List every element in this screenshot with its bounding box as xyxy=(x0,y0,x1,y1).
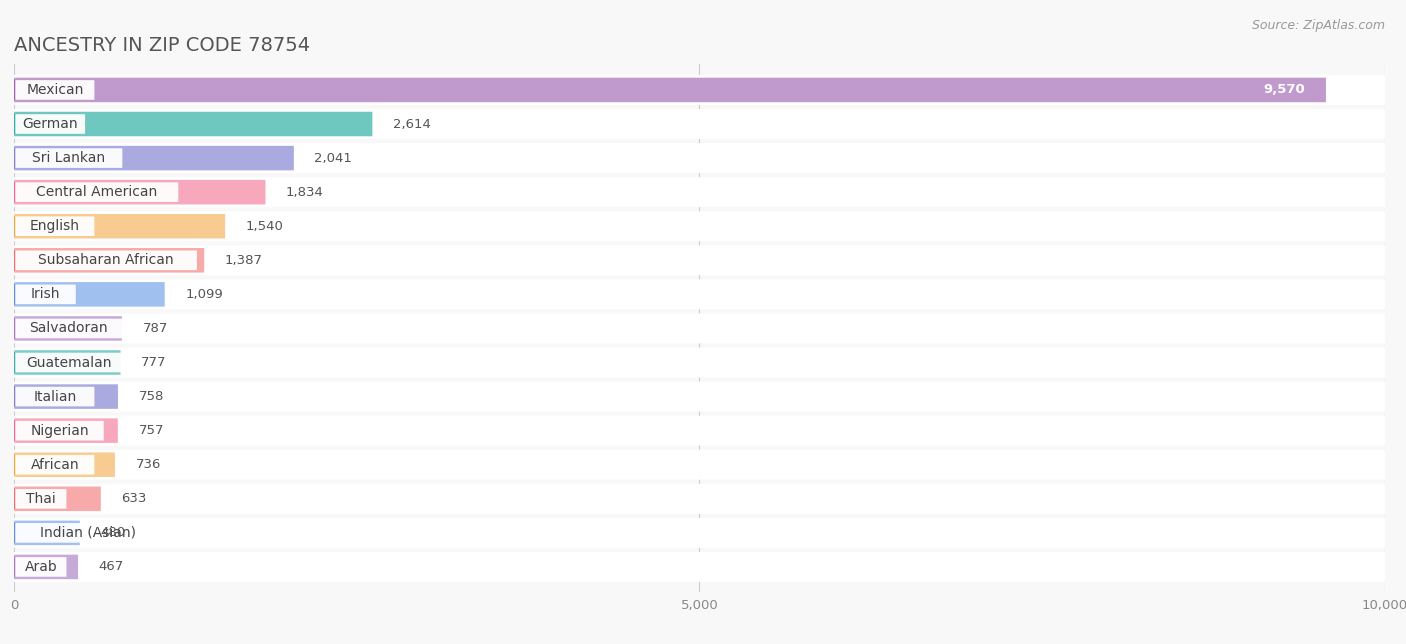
FancyBboxPatch shape xyxy=(14,143,1385,173)
Text: 480: 480 xyxy=(100,526,125,540)
FancyBboxPatch shape xyxy=(14,279,1385,309)
FancyBboxPatch shape xyxy=(14,384,118,409)
FancyBboxPatch shape xyxy=(14,419,118,443)
FancyBboxPatch shape xyxy=(14,520,80,545)
Text: Indian (Asian): Indian (Asian) xyxy=(39,526,135,540)
Text: 758: 758 xyxy=(139,390,165,403)
FancyBboxPatch shape xyxy=(14,214,225,238)
Text: 1,834: 1,834 xyxy=(285,185,323,198)
FancyBboxPatch shape xyxy=(15,421,104,440)
Text: 1,540: 1,540 xyxy=(246,220,284,232)
Text: English: English xyxy=(30,219,80,233)
Text: 1,387: 1,387 xyxy=(225,254,263,267)
Text: Mexican: Mexican xyxy=(27,83,83,97)
Text: Guatemalan: Guatemalan xyxy=(27,355,111,370)
Text: Subsaharan African: Subsaharan African xyxy=(38,253,174,267)
Text: 2,614: 2,614 xyxy=(392,117,430,131)
FancyBboxPatch shape xyxy=(14,146,294,171)
Text: African: African xyxy=(31,458,79,471)
FancyBboxPatch shape xyxy=(15,319,122,338)
Text: Arab: Arab xyxy=(24,560,58,574)
FancyBboxPatch shape xyxy=(14,211,1385,242)
FancyBboxPatch shape xyxy=(14,350,121,375)
Text: Nigerian: Nigerian xyxy=(31,424,89,438)
FancyBboxPatch shape xyxy=(14,450,1385,480)
FancyBboxPatch shape xyxy=(14,518,1385,548)
FancyBboxPatch shape xyxy=(14,177,1385,207)
Text: 467: 467 xyxy=(98,560,124,573)
FancyBboxPatch shape xyxy=(14,486,101,511)
FancyBboxPatch shape xyxy=(14,453,115,477)
FancyBboxPatch shape xyxy=(15,455,94,475)
FancyBboxPatch shape xyxy=(14,112,373,137)
Text: 757: 757 xyxy=(138,424,165,437)
FancyBboxPatch shape xyxy=(15,251,197,270)
FancyBboxPatch shape xyxy=(14,245,1385,275)
FancyBboxPatch shape xyxy=(15,216,94,236)
FancyBboxPatch shape xyxy=(14,348,1385,377)
FancyBboxPatch shape xyxy=(14,382,1385,412)
FancyBboxPatch shape xyxy=(14,552,1385,582)
Text: ANCESTRY IN ZIP CODE 78754: ANCESTRY IN ZIP CODE 78754 xyxy=(14,35,311,55)
FancyBboxPatch shape xyxy=(14,314,1385,343)
FancyBboxPatch shape xyxy=(14,109,1385,139)
FancyBboxPatch shape xyxy=(15,114,86,134)
Text: 2,041: 2,041 xyxy=(315,151,353,165)
FancyBboxPatch shape xyxy=(14,316,122,341)
Text: 777: 777 xyxy=(141,356,167,369)
FancyBboxPatch shape xyxy=(15,523,160,543)
Text: Thai: Thai xyxy=(27,492,56,506)
FancyBboxPatch shape xyxy=(15,387,94,406)
Text: Central American: Central American xyxy=(37,185,157,199)
FancyBboxPatch shape xyxy=(14,554,79,579)
FancyBboxPatch shape xyxy=(14,282,165,307)
Text: 633: 633 xyxy=(121,492,146,506)
FancyBboxPatch shape xyxy=(15,80,94,100)
FancyBboxPatch shape xyxy=(14,180,266,204)
FancyBboxPatch shape xyxy=(15,148,122,168)
FancyBboxPatch shape xyxy=(14,484,1385,514)
Text: Irish: Irish xyxy=(31,287,60,301)
Text: 787: 787 xyxy=(142,322,167,335)
Text: 1,099: 1,099 xyxy=(186,288,224,301)
FancyBboxPatch shape xyxy=(14,78,1326,102)
Text: 736: 736 xyxy=(135,459,160,471)
Text: Salvadoran: Salvadoran xyxy=(30,321,108,336)
FancyBboxPatch shape xyxy=(15,182,179,202)
FancyBboxPatch shape xyxy=(15,489,66,509)
Text: 9,570: 9,570 xyxy=(1264,84,1305,97)
FancyBboxPatch shape xyxy=(15,557,66,577)
FancyBboxPatch shape xyxy=(14,415,1385,446)
Text: Italian: Italian xyxy=(34,390,76,404)
Text: German: German xyxy=(22,117,79,131)
FancyBboxPatch shape xyxy=(15,285,76,304)
FancyBboxPatch shape xyxy=(14,75,1385,105)
FancyBboxPatch shape xyxy=(14,248,204,272)
Text: Sri Lankan: Sri Lankan xyxy=(32,151,105,165)
Text: Source: ZipAtlas.com: Source: ZipAtlas.com xyxy=(1251,19,1385,32)
FancyBboxPatch shape xyxy=(15,353,122,372)
